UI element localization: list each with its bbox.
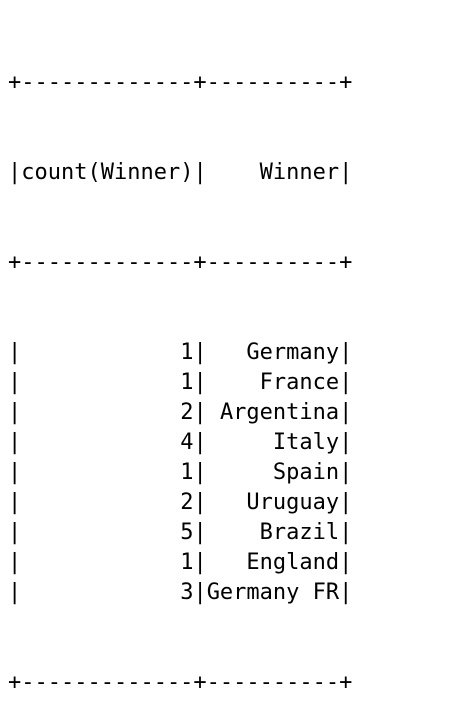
table-row: | 3|Germany FR| [8, 578, 352, 608]
winner-cell: Uruguay [246, 490, 339, 515]
count-cell: 1 [180, 370, 193, 395]
count-cell: 2 [180, 490, 193, 515]
winner-cell: Germany FR [207, 580, 339, 605]
table-border-top: +-------------+----------+ [8, 68, 352, 98]
column-header-winner: Winner [260, 160, 339, 185]
table-body: | 1| Germany| | 1| France| | 2| Argentina|… [8, 338, 352, 608]
winner-cell: Italy [273, 430, 339, 455]
count-cell: 1 [180, 340, 193, 365]
table-border-header: +-------------+----------+ [8, 248, 352, 278]
winner-cell: England [246, 550, 339, 575]
winner-cell: Spain [273, 460, 339, 485]
table-border-bottom: +-------------+----------+ [8, 668, 352, 698]
table-row: | 1| Germany| [8, 338, 352, 368]
column-header-count: count(Winner) [21, 160, 193, 185]
table-header-row: |count(Winner)| Winner| [8, 158, 352, 188]
count-cell: 2 [180, 400, 193, 425]
result-table: +-------------+----------+ |count(Winner… [8, 8, 352, 728]
table-row: | 2| Uruguay| [8, 488, 352, 518]
count-cell: 3 [180, 580, 193, 605]
table-row: | 4| Italy| [8, 428, 352, 458]
table-row: | 2| Argentina| [8, 398, 352, 428]
winner-cell: Germany [246, 340, 339, 365]
table-row: | 1| England| [8, 548, 352, 578]
winner-cell: France [260, 370, 339, 395]
count-cell: 4 [180, 430, 193, 455]
winner-cell: Argentina [220, 400, 339, 425]
count-cell: 1 [180, 550, 193, 575]
winner-cell: Brazil [260, 520, 339, 545]
table-row: | 5| Brazil| [8, 518, 352, 548]
count-cell: 1 [180, 460, 193, 485]
table-row: | 1| Spain| [8, 458, 352, 488]
count-cell: 5 [180, 520, 193, 545]
table-row: | 1| France| [8, 368, 352, 398]
